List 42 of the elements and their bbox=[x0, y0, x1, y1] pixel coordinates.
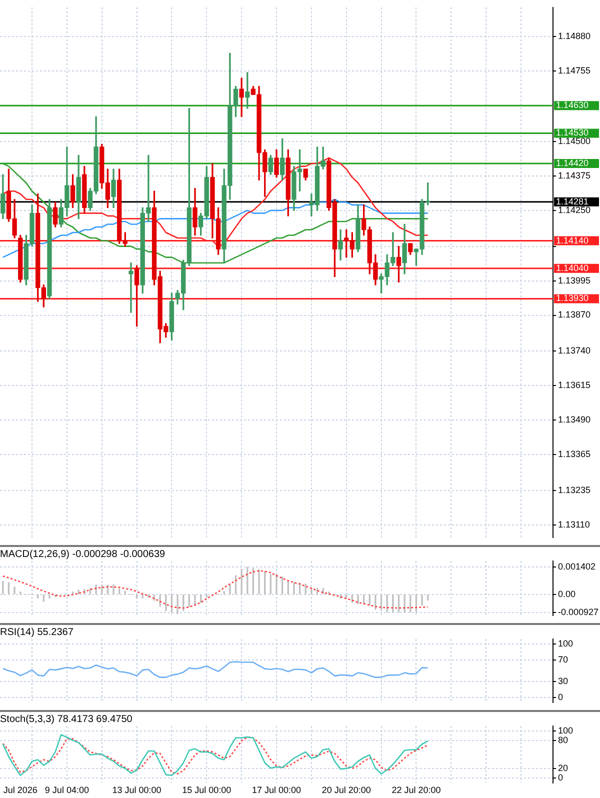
y-tick-label: 1.14880 bbox=[558, 31, 591, 42]
y-tick-label: 1.13235 bbox=[558, 484, 591, 495]
y-tick-label: 1.13740 bbox=[558, 346, 591, 356]
y-tick-label: 0.001402 bbox=[558, 562, 596, 572]
x-tick-label: Jul 2026 bbox=[3, 785, 38, 796]
chart-title: MACD(12,26,9) -0.000298 -0.000639 bbox=[0, 548, 166, 560]
y-tick-label: 20 bbox=[558, 762, 568, 773]
x-tick-label: 9 Jul 04:00 bbox=[44, 785, 89, 796]
y-tick-label: 1.14375 bbox=[558, 170, 591, 180]
ref-line-label: 1.14530 bbox=[556, 128, 589, 138]
x-tick-label: 13 Jul 00:00 bbox=[112, 785, 162, 796]
y-tick-label: 1.13490 bbox=[558, 414, 591, 425]
line-series bbox=[2, 570, 428, 609]
y-tick-label: 70 bbox=[558, 654, 568, 665]
chart-title: RSI(14) 55.2367 bbox=[0, 626, 74, 638]
x-tick-label: 17 Jul 00:00 bbox=[252, 785, 302, 796]
x-tick-label: 22 Jul 20:00 bbox=[392, 785, 441, 796]
x-tick-label: 15 Jul 00:00 bbox=[182, 785, 232, 796]
y-tick-label: 1.13365 bbox=[558, 449, 591, 460]
y-tick-label: 1.14250 bbox=[558, 204, 591, 215]
ref-line-label: 1.14420 bbox=[556, 158, 589, 168]
y-tick-label: 30 bbox=[558, 676, 568, 686]
y-tick-label: 1.13615 bbox=[558, 380, 591, 390]
y-tick-label: 0 bbox=[558, 772, 564, 782]
ref-line-label: 1.14040 bbox=[556, 262, 589, 273]
ref-line-label: 1.14140 bbox=[556, 235, 589, 246]
y-tick-label: 1.13870 bbox=[558, 310, 591, 320]
y-tick-label: 0 bbox=[558, 692, 564, 702]
y-tick-label: 1.13110 bbox=[558, 519, 590, 530]
y-tick-label: 100 bbox=[558, 725, 574, 736]
ref-line-label: 1.14281 bbox=[556, 196, 589, 206]
y-tick-label: 0.00 bbox=[558, 588, 576, 599]
y-tick-label: -0.000927 bbox=[558, 606, 599, 617]
x-tick-label: 20 Jul 20:00 bbox=[322, 785, 371, 796]
y-tick-label: 1.14500 bbox=[558, 136, 591, 146]
chart-title: Stoch(5,3,3) 78.4173 69.4750 bbox=[0, 714, 133, 725]
y-tick-label: 1.13995 bbox=[558, 275, 591, 286]
y-tick-label: 100 bbox=[558, 638, 574, 648]
y-tick-label: 80 bbox=[558, 734, 568, 745]
y-tick-label: 1.14755 bbox=[558, 66, 591, 76]
ref-line-label: 1.14630 bbox=[556, 100, 589, 110]
ref-line-label: 1.13930 bbox=[556, 293, 589, 304]
